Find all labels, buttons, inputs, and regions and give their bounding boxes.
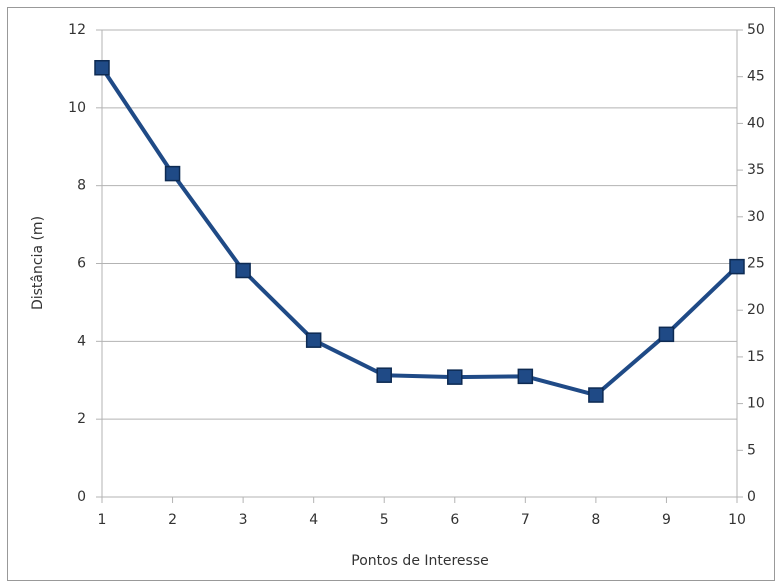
x-tick-label: 8 bbox=[591, 512, 600, 528]
y-tick-label: 4 bbox=[77, 333, 86, 349]
series-line bbox=[100, 66, 739, 398]
y2-tick-label: 20 bbox=[747, 302, 765, 318]
x-tick-label: 2 bbox=[168, 512, 177, 528]
point-marker bbox=[588, 387, 604, 403]
x-tick-label: 1 bbox=[98, 512, 107, 528]
y2-tick-label: 30 bbox=[747, 209, 765, 225]
point-marker bbox=[517, 368, 534, 385]
y2-tick-label: 40 bbox=[747, 115, 765, 131]
x-tick-label: 9 bbox=[662, 512, 671, 528]
y2-tick-label: 0 bbox=[747, 489, 756, 505]
y-tick-label: 12 bbox=[68, 22, 86, 38]
point-marker bbox=[658, 326, 675, 343]
y2-tick-label: 50 bbox=[747, 22, 765, 38]
x-tick-label: 7 bbox=[521, 512, 530, 528]
x-tick-label: 4 bbox=[309, 512, 318, 528]
point-marker bbox=[94, 59, 110, 76]
point-marker bbox=[447, 369, 463, 385]
y2-tick-label: 5 bbox=[747, 442, 756, 458]
y-tick-label: 10 bbox=[68, 100, 86, 116]
x-tick-label: 6 bbox=[450, 512, 459, 528]
x-tick-label: 5 bbox=[380, 512, 389, 528]
y-tick-label: 6 bbox=[77, 256, 86, 272]
y2-tick-label: 35 bbox=[747, 162, 765, 178]
x-tick-label: 10 bbox=[728, 512, 746, 528]
y2-tick-label: 10 bbox=[747, 396, 765, 412]
x-axis-label: Pontos de Interesse bbox=[351, 553, 489, 569]
y2-tick-label: 15 bbox=[747, 349, 765, 365]
y-tick-label: 8 bbox=[77, 178, 86, 194]
x-tick-label: 3 bbox=[239, 512, 248, 528]
y-axis-label: Distância (m) bbox=[30, 216, 46, 310]
point-marker bbox=[729, 258, 745, 275]
chart-frame bbox=[7, 7, 775, 581]
y-tick-label: 0 bbox=[77, 489, 86, 505]
y-tick-label: 2 bbox=[77, 411, 86, 427]
point-marker bbox=[376, 367, 392, 383]
y2-tick-label: 45 bbox=[747, 69, 765, 85]
point-marker bbox=[235, 262, 251, 279]
point-marker bbox=[164, 165, 181, 182]
point-marker bbox=[305, 332, 322, 348]
y2-tick-label: 25 bbox=[747, 256, 765, 272]
